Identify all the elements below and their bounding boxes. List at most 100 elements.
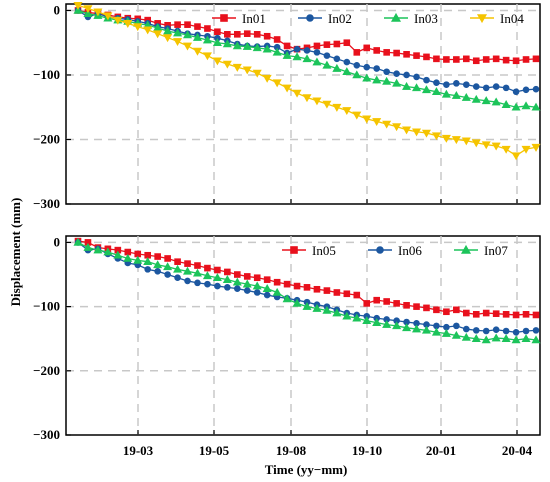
data-point	[194, 279, 201, 287]
series-In07	[73, 237, 541, 344]
x-tick-label: 19-08	[276, 443, 307, 458]
y-tick-label: 0	[54, 2, 61, 17]
legend-item-In02: In02	[298, 11, 352, 26]
data-point	[174, 274, 181, 282]
data-point	[292, 89, 302, 98]
data-point	[393, 70, 400, 77]
data-point	[372, 118, 382, 127]
data-point	[482, 309, 490, 317]
x-tick-label: 20-01	[426, 443, 456, 458]
data-point	[192, 47, 202, 56]
data-point	[222, 60, 232, 69]
data-point	[214, 266, 221, 274]
data-point	[512, 88, 520, 96]
data-point	[342, 107, 352, 116]
data-point	[532, 85, 540, 93]
data-point	[262, 44, 272, 53]
data-point	[412, 83, 422, 92]
data-point	[482, 56, 490, 63]
data-point	[173, 264, 183, 273]
data-point	[431, 327, 441, 336]
data-point	[184, 21, 191, 28]
plot-frame	[65, 235, 541, 436]
data-point	[531, 143, 541, 152]
data-point	[463, 55, 470, 63]
data-point	[492, 326, 500, 334]
data-point	[234, 31, 241, 38]
data-point	[531, 102, 541, 111]
data-point	[262, 284, 272, 292]
data-point	[282, 51, 292, 59]
data-point	[243, 30, 251, 37]
data-point	[441, 328, 451, 337]
data-point	[363, 63, 371, 71]
data-point	[333, 289, 341, 296]
data-point	[421, 325, 431, 334]
data-point	[352, 111, 362, 120]
y-axis-title: Displacement (mm)	[8, 198, 23, 307]
data-point	[262, 74, 272, 83]
data-point	[461, 137, 471, 146]
data-point	[463, 325, 470, 333]
data-point	[83, 5, 93, 14]
y-tick-label: −100	[33, 67, 60, 82]
data-point	[501, 100, 511, 108]
data-point	[443, 308, 450, 316]
data-point	[421, 85, 431, 94]
data-point	[393, 49, 400, 57]
data-point	[522, 311, 530, 318]
legend-label: In02	[328, 11, 352, 26]
data-point	[471, 94, 481, 103]
data-point	[502, 56, 510, 64]
data-point	[472, 83, 480, 90]
data-point	[362, 73, 372, 82]
data-point	[433, 55, 440, 63]
data-point	[194, 23, 201, 30]
data-point	[234, 285, 241, 292]
data-point	[472, 327, 480, 334]
data-point	[253, 31, 261, 38]
plot-frame	[65, 3, 541, 205]
data-point	[202, 271, 212, 280]
data-point	[461, 332, 471, 341]
data-point	[184, 260, 191, 267]
data-point	[332, 63, 342, 72]
data-point	[512, 57, 520, 65]
data-point	[421, 129, 431, 138]
data-point	[393, 300, 400, 307]
data-point	[342, 311, 352, 320]
data-point	[83, 9, 93, 17]
data-point	[302, 94, 312, 103]
data-point	[202, 52, 212, 61]
data-point	[173, 28, 183, 37]
data-point	[363, 300, 371, 307]
data-point	[290, 246, 298, 254]
legend-label: In04	[500, 11, 524, 26]
data-point	[472, 57, 480, 65]
data-point	[322, 305, 332, 314]
data-point	[224, 284, 231, 291]
data-point	[214, 28, 221, 36]
data-point	[532, 55, 540, 63]
data-point	[183, 30, 193, 39]
data-point	[383, 68, 390, 76]
data-point	[312, 57, 322, 66]
data-point	[392, 123, 402, 132]
data-point	[252, 69, 262, 78]
data-point	[522, 56, 530, 63]
data-point	[214, 282, 221, 290]
data-point	[323, 287, 331, 294]
data-point	[263, 291, 271, 299]
data-point	[282, 84, 292, 93]
data-point	[382, 76, 392, 85]
data-point	[482, 327, 490, 335]
x-tick-label: 19-05	[199, 443, 230, 458]
data-point	[333, 55, 341, 63]
data-point	[443, 81, 450, 88]
data-point	[252, 43, 262, 52]
data-point	[453, 322, 460, 330]
y-tick-label: −200	[33, 131, 60, 146]
data-point	[212, 57, 222, 66]
data-point	[460, 244, 472, 254]
